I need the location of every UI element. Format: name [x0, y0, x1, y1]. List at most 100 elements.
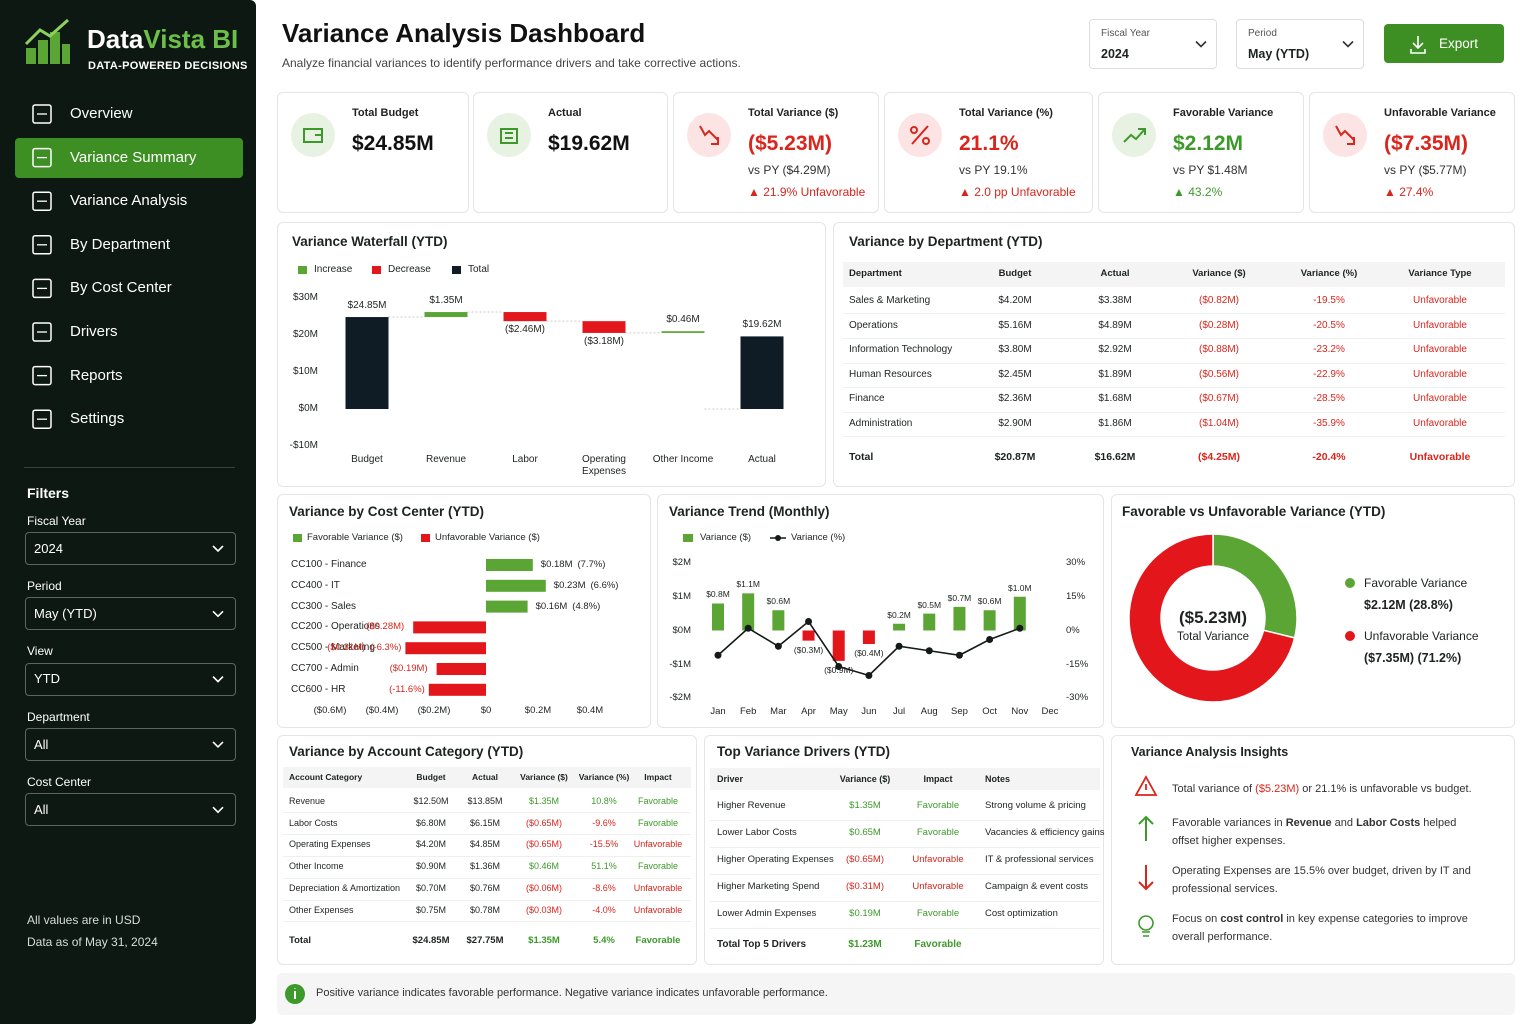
- table-cell: $1.35M: [849, 800, 881, 812]
- filter-select[interactable]: [25, 793, 236, 827]
- table-header-bg: [710, 768, 1100, 790]
- table-cell: $3.38M: [1098, 295, 1132, 306]
- nav-item[interactable]: Variance Analysis: [70, 192, 188, 210]
- nav-item[interactable]: Reports: [70, 366, 123, 384]
- table-cell: $1.35M: [528, 795, 560, 806]
- kpi-value: $24.85M: [352, 132, 434, 156]
- table-title: Top Variance Drivers (YTD): [717, 743, 891, 759]
- table-cell: Finance: [849, 393, 885, 405]
- table-cell: $2.36M: [998, 393, 1032, 405]
- card: [884, 92, 1093, 213]
- header-select[interactable]: [1089, 19, 1217, 69]
- total-cell: $24.85M: [412, 935, 450, 947]
- bar-label: $0.16M (4.8%): [536, 601, 601, 613]
- filter-select[interactable]: [25, 727, 236, 761]
- value-label: ($0.31M): [327, 642, 366, 654]
- percent-label: (-6.3%): [370, 642, 402, 654]
- nav-item[interactable]: Variance Summary: [70, 148, 197, 166]
- value-label: ($0.19M): [389, 663, 428, 674]
- y2-tick-label: -15%: [1066, 658, 1089, 670]
- table-title: Variance by Department (YTD): [849, 233, 1043, 249]
- x-tick-label: Aug: [920, 706, 938, 718]
- table-cell: Favorable: [916, 800, 960, 812]
- insight-part: cost control: [1220, 913, 1284, 925]
- table-cell: $5.16M: [998, 319, 1032, 331]
- x-tick-label: Dec: [1041, 706, 1059, 718]
- card: [657, 494, 1104, 728]
- table-cell: -9.6%: [592, 817, 616, 828]
- table-cell: $4.20M: [415, 839, 447, 850]
- table-cell: $13.85M: [467, 795, 503, 806]
- table-cell: Favorable: [637, 795, 679, 806]
- total-cell: Total: [289, 935, 311, 947]
- center-label: Total Variance: [1176, 631, 1250, 644]
- data-label: ($3.18M): [583, 335, 625, 347]
- nav-item[interactable]: By Department: [70, 235, 171, 253]
- column-header: Actual: [1100, 268, 1130, 280]
- row-line: [710, 846, 1100, 848]
- table-cell: $1.68M: [1098, 393, 1132, 405]
- insight-part: or 21.1% is unfavorable vs budget.: [1299, 783, 1472, 795]
- nav-item[interactable]: Overview: [70, 105, 133, 122]
- table-cell: $1.86M: [1098, 418, 1132, 429]
- table-cell: Unfavorable: [912, 881, 964, 893]
- legend-value: $2.12M (28.8%): [1364, 597, 1453, 612]
- table-cell: Unfavorable: [1413, 418, 1467, 429]
- x-tick-label: Sep: [950, 706, 968, 718]
- legend-label: Favorable Variance: [1364, 575, 1468, 590]
- filter-label: Department: [27, 709, 90, 724]
- x-tick-label: Budget: [351, 454, 383, 465]
- filter-select[interactable]: [25, 662, 236, 696]
- table-cell: ($0.65M): [845, 854, 885, 866]
- total-cell: $1.23M: [848, 939, 882, 950]
- nav-item[interactable]: Drivers: [70, 323, 118, 340]
- column-header: Driver: [717, 773, 744, 784]
- export-label: Export: [1439, 35, 1479, 51]
- nav-item[interactable]: By Cost Center: [70, 279, 172, 297]
- table-cell: Unfavorable: [1413, 295, 1467, 306]
- select-label: Fiscal Year: [1101, 28, 1150, 39]
- kpi-value: 21.1%: [959, 132, 1019, 156]
- table-cell: $12.50M: [413, 795, 449, 806]
- table-cell: -19.5%: [1313, 295, 1345, 306]
- bar-label: $0.18M (7.7%): [541, 559, 606, 571]
- total-cell: Unfavorable: [1409, 450, 1471, 463]
- insight-part: Labor Costs: [1356, 817, 1421, 829]
- table-cell: ($0.03M): [525, 905, 563, 916]
- data-label: ($0.9M): [824, 664, 854, 675]
- row-line: [843, 436, 1505, 438]
- bar-label: (-11.6%): [389, 684, 425, 696]
- category-label: CC700 - Admin: [291, 663, 359, 674]
- select-value: May (YTD): [1248, 46, 1310, 61]
- total-cell: Favorable: [635, 935, 681, 947]
- nav-item[interactable]: Settings: [70, 410, 125, 428]
- y2-tick-label: -30%: [1066, 692, 1089, 704]
- column-header: Impact: [644, 771, 672, 782]
- kpi-compare: vs PY ($4.29M): [748, 162, 831, 177]
- filter-select[interactable]: [25, 597, 236, 631]
- kpi-label: Total Variance ($): [748, 107, 839, 120]
- export-button[interactable]: [1384, 24, 1504, 63]
- kpi-label: Actual: [548, 107, 582, 120]
- insight-part: Revenue: [1285, 817, 1332, 829]
- table-cell: $4.89M: [1098, 319, 1132, 331]
- total-cell: $1.35M: [528, 935, 560, 947]
- y-tick-label: $20M: [292, 329, 318, 340]
- table-cell: Unfavorable: [1413, 393, 1467, 405]
- category-label: CC400 - IT: [291, 579, 340, 591]
- table-cell: $4.20M: [998, 295, 1032, 306]
- filter-value: All: [34, 801, 49, 817]
- insight-part: Operating Expenses are 15.5% over budget…: [1172, 865, 1471, 895]
- y2-tick-label: 15%: [1066, 591, 1086, 603]
- y-tick-label: -$2M: [669, 692, 691, 704]
- row-line: [283, 877, 691, 879]
- kpi-compare: vs PY 19.1%: [959, 162, 1028, 177]
- table-cell: Operating Expenses: [289, 839, 371, 850]
- brand-tagline: DATA-POWERED DECISIONS: [88, 60, 248, 73]
- table-cell: Lower Admin Expenses: [717, 908, 817, 920]
- total-cell: $27.75M: [466, 935, 504, 947]
- filter-select[interactable]: [25, 532, 236, 565]
- percent-label: (-11.6%): [389, 683, 425, 695]
- header-select[interactable]: [1236, 19, 1364, 69]
